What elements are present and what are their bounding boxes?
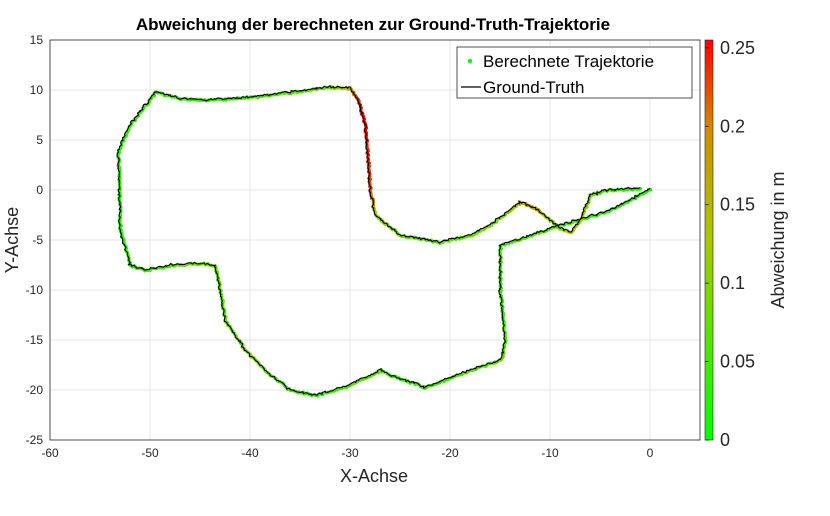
x-tick-label: -30 xyxy=(341,446,359,460)
x-tick-label: -50 xyxy=(141,446,159,460)
y-tick-label: 5 xyxy=(36,133,43,147)
x-tick-label: 0 xyxy=(647,446,654,460)
y-tick-label: -20 xyxy=(26,383,44,397)
x-tick-labels: -60 -50 -40 -30 -20 -10 0 xyxy=(41,446,653,460)
colorbar xyxy=(704,39,714,441)
y-axis-label: Y-Achse xyxy=(2,207,22,273)
legend-label-ground-truth: Ground-Truth xyxy=(483,78,584,97)
trajectory-layer xyxy=(116,85,653,398)
colorbar-tick-label: 0.15 xyxy=(720,195,755,215)
y-tick-label: -5 xyxy=(32,233,43,247)
y-tick-label: -15 xyxy=(26,333,44,347)
y-tick-labels: 15 10 5 0 -5 -10 -15 -20 -25 xyxy=(26,33,44,447)
colorbar-label: Abweichung in m xyxy=(768,171,788,308)
y-tick-label: 15 xyxy=(30,33,44,47)
ground-truth-line xyxy=(116,85,651,396)
y-tick-label: 0 xyxy=(36,183,43,197)
legend-marker-computed xyxy=(467,58,473,64)
x-tick-label: -40 xyxy=(241,446,259,460)
x-tick-label: -10 xyxy=(541,446,559,460)
x-tick-label: -20 xyxy=(441,446,459,460)
plot-area xyxy=(49,39,701,441)
colorbar-tick-label: 0.05 xyxy=(720,352,755,372)
legend-label-computed: Berechnete Trajektorie xyxy=(483,52,654,71)
y-tick-label: 10 xyxy=(30,83,44,97)
grid xyxy=(49,39,700,441)
chart-title: Abweichung der berechneten zur Ground-Tr… xyxy=(136,15,610,34)
y-tick-label: -25 xyxy=(26,433,44,447)
x-tick-label: -60 xyxy=(41,446,59,460)
legend-box xyxy=(456,46,693,99)
colorbar-tick-label: 0 xyxy=(720,430,730,450)
colorbar-tick-labels: 0.25 0.2 0.15 0.1 0.05 0 xyxy=(705,38,755,450)
colorbar-tick-label: 0.25 xyxy=(720,38,755,58)
legend: Berechnete Trajektorie Ground-Truth xyxy=(456,46,693,99)
y-tick-label: -10 xyxy=(26,283,44,297)
colorbar-tick-label: 0.1 xyxy=(720,273,745,293)
colorbar-tick-label: 0.2 xyxy=(720,116,745,136)
x-axis-label: X-Achse xyxy=(340,466,408,486)
